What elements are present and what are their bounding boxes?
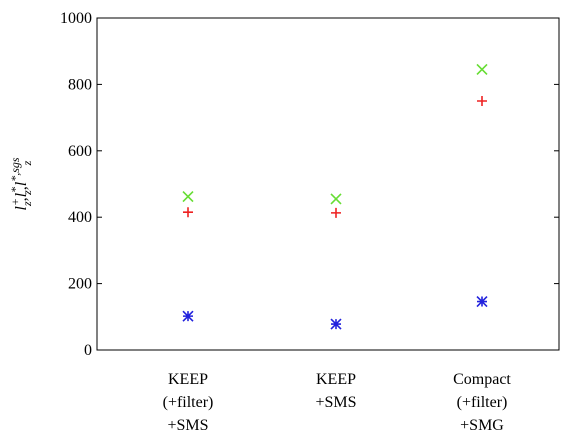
y-tick-label: 0 (84, 342, 92, 359)
y-tick-label: 400 (68, 209, 92, 226)
x-tick-label: (+filter) (457, 394, 508, 411)
y-tick-label: 200 (68, 276, 92, 293)
marker (476, 63, 488, 76)
x-tick-label: +SMS (315, 394, 356, 411)
label-sub: z (20, 190, 34, 196)
marker (182, 310, 194, 322)
x-tick-label: KEEP (316, 371, 356, 388)
y-tick-label: 600 (68, 143, 92, 160)
marker (476, 295, 488, 308)
label-base: l (13, 206, 30, 211)
marker (182, 191, 194, 203)
label-base: l (13, 192, 30, 197)
marker (183, 207, 193, 218)
marker (330, 318, 342, 330)
label-sub: z (20, 201, 34, 207)
label-sub: z (20, 160, 34, 166)
label-base: l (13, 181, 30, 186)
y-axis-label: l+z,l*z,l*,sgsz (8, 157, 34, 210)
marker (477, 96, 487, 106)
label-sup: *,sgs (8, 157, 22, 182)
plot-frame (96, 17, 560, 351)
y-label-text: l+z,l*z,l*,sgsz (8, 157, 34, 210)
label-sup: + (8, 198, 22, 206)
marker (330, 193, 342, 205)
y-tick-label: 800 (68, 76, 92, 93)
y-tick-label: 1000 (60, 10, 92, 27)
x-tick-label: KEEP (168, 371, 208, 388)
marker (331, 207, 341, 218)
label-sup: * (8, 187, 22, 193)
x-tick-label: Compact (453, 371, 511, 388)
label-sep: , (13, 186, 30, 190)
x-tick-label: +SMS (167, 417, 208, 434)
x-tick-label: (+filter) (163, 394, 214, 411)
x-tick-label: +SMG (460, 417, 504, 434)
label-sep: , (13, 197, 30, 201)
